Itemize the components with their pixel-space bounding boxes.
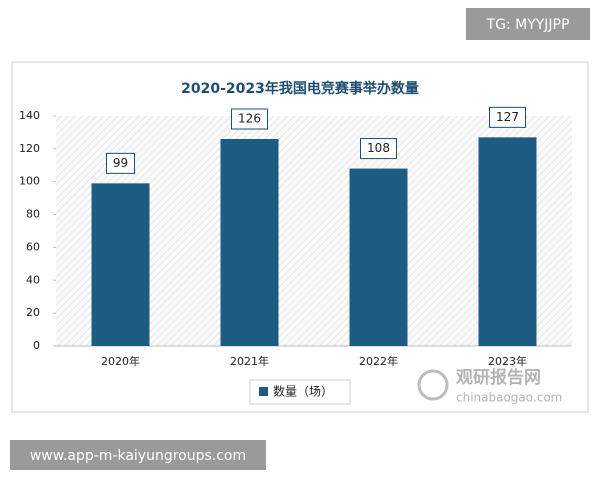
value-label-box	[231, 108, 268, 130]
watermark-logo	[417, 369, 449, 401]
watermark-text: 观研报告网	[455, 367, 541, 388]
watermark: 观研报告网 chinabaogao.com	[417, 367, 562, 405]
value-label-box	[106, 152, 135, 174]
y-tick-label: 100	[19, 175, 40, 188]
bar	[478, 137, 537, 346]
bar	[91, 183, 150, 346]
y-tick-label: 20	[26, 306, 40, 319]
url-box	[10, 440, 266, 470]
x-tick-label: 2021年	[230, 354, 269, 368]
value-label: 108	[367, 141, 390, 155]
x-tick-label: 2022年	[359, 354, 398, 368]
y-tick-label: 40	[26, 273, 40, 286]
value-label-box	[489, 106, 526, 128]
watermark-site: chinabaogao.com	[456, 391, 562, 405]
bar	[220, 139, 279, 346]
y-tick-label: 60	[26, 240, 40, 253]
value-label: 127	[496, 110, 519, 124]
y-tick-label: 80	[26, 208, 40, 221]
url-text: www.app-m-kaiyungroups.com	[30, 448, 246, 464]
y-tick-label: 0	[33, 339, 40, 352]
x-tick-label: 2023年	[488, 354, 527, 368]
y-tick-label: 120	[19, 142, 40, 155]
x-tick-label: 2020年	[101, 354, 140, 368]
value-label: 99	[113, 156, 128, 170]
value-label-box	[360, 138, 397, 160]
chart-title: 2020-2023年我国电竞赛事举办数量	[181, 80, 419, 97]
tag-text: TG: MYYJJPP	[486, 17, 570, 33]
legend-swatch	[259, 387, 268, 396]
value-label: 126	[238, 112, 261, 126]
tag-box	[466, 8, 590, 40]
bar	[349, 168, 408, 346]
y-tick-label: 140	[19, 109, 40, 122]
legend-label: 数量（场）	[273, 384, 333, 399]
legend-box	[249, 379, 351, 405]
